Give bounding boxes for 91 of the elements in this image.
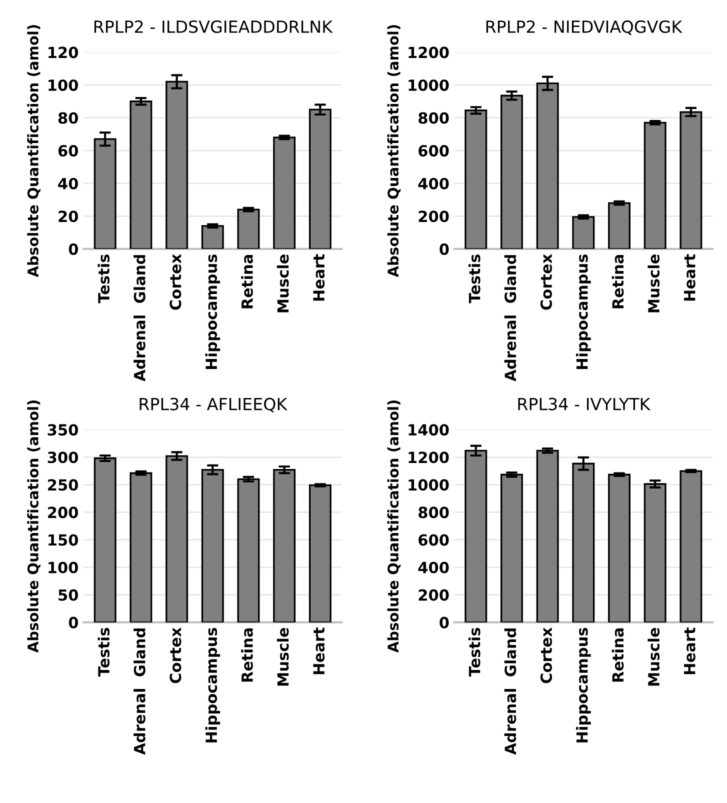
bar	[130, 100, 152, 249]
x-tick-label: Retina	[612, 628, 624, 682]
x-tick-label: Heart	[684, 628, 696, 674]
chart-title: RPLP2 - NIEDVIAQGVGK	[486, 20, 682, 35]
bar	[464, 450, 488, 622]
y-tick-label: 80	[58, 112, 78, 124]
x-tick-label: Adrenal Gland	[504, 628, 516, 755]
y-axis-title: Absolute Quantification (amol)	[387, 400, 401, 653]
x-tick-label: Retina	[612, 254, 624, 308]
x-tick-label: Muscle	[648, 628, 660, 686]
y-tick-label: 800	[418, 506, 449, 518]
x-tick-label: Retina	[241, 254, 253, 308]
y-tick-label: 40	[58, 178, 78, 190]
x-tick-label: Cortex	[170, 627, 182, 684]
x-tick-label: Hippocampus	[576, 254, 591, 369]
x-tick-label: Cortex	[540, 254, 552, 310]
y-tick-label: 0	[440, 616, 449, 628]
bar	[130, 472, 152, 622]
bar	[237, 478, 260, 622]
x-tick-label: Heart	[313, 628, 325, 674]
bar	[536, 450, 559, 622]
bar	[572, 462, 595, 622]
bar	[644, 483, 666, 622]
bar	[273, 136, 296, 249]
y-tick-label: 800	[418, 112, 449, 124]
bar	[608, 202, 630, 249]
bar	[273, 468, 296, 622]
y-tick-label: 300	[48, 452, 78, 464]
y-tick-label: 0	[68, 616, 78, 628]
bar	[680, 470, 702, 622]
y-tick-label: 1000	[408, 479, 449, 491]
chart-title: RPL34 - IVYLYTK	[518, 398, 651, 410]
bar	[608, 474, 630, 622]
x-tick-label: Testis	[468, 254, 480, 304]
y-tick-label: 20	[58, 210, 78, 222]
y-tick-label: 600	[418, 145, 449, 157]
x-tick-label: Cortex	[540, 627, 552, 684]
x-tick-label: Hippocampus	[205, 254, 220, 369]
x-tick-label: Muscle	[276, 628, 289, 686]
y-tick-label: 1200	[408, 452, 449, 464]
x-tick-label: Testis	[468, 628, 480, 677]
x-tick-label: Heart	[684, 254, 696, 301]
bar	[308, 484, 332, 622]
y-tick-label: 350	[48, 424, 78, 436]
y-tick-label: 60	[58, 145, 78, 157]
y-tick-label: 0	[440, 243, 449, 255]
bar	[201, 225, 224, 249]
bar	[680, 111, 702, 249]
x-tick-label: Retina	[241, 628, 253, 682]
bar	[94, 457, 116, 622]
bar	[500, 94, 523, 249]
bar	[308, 108, 332, 249]
y-tick-label: 1000	[408, 79, 449, 92]
y-tick-label: 100	[48, 79, 78, 92]
bar	[237, 208, 260, 249]
bar	[166, 455, 188, 622]
y-tick-label: 200	[418, 210, 449, 222]
bar	[572, 216, 595, 249]
y-tick-label: 1200	[408, 46, 449, 58]
x-tick-label: Hippocampus	[205, 628, 220, 742]
bar	[464, 110, 488, 249]
y-tick-label: 400	[418, 562, 449, 574]
y-tick-label: 0	[68, 243, 78, 255]
x-tick-label: Muscle	[276, 254, 289, 312]
y-tick-label: 1400	[408, 424, 449, 436]
y-axis-title: Absolute Quantification (amol)	[27, 25, 40, 278]
x-tick-label: Muscle	[648, 254, 660, 312]
bar	[644, 122, 666, 249]
y-tick-label: 150	[48, 534, 78, 546]
y-tick-label: 100	[48, 562, 78, 574]
y-tick-label: 200	[418, 589, 449, 601]
chart-title: RPL34 - AFLIEEQK	[140, 398, 288, 412]
y-axis-title: Absolute Quantification (amol)	[387, 25, 401, 278]
y-tick-label: 120	[48, 46, 78, 58]
y-tick-label: 600	[418, 534, 449, 546]
x-tick-label: Cortex	[170, 254, 182, 310]
y-tick-label: 400	[418, 178, 449, 190]
x-tick-label: Testis	[98, 254, 110, 304]
bar	[201, 468, 224, 622]
x-tick-label: Hippocampus	[576, 628, 591, 742]
x-tick-label: Adrenal Gland	[504, 255, 516, 382]
x-tick-label: Adrenal Gland	[134, 628, 146, 755]
x-tick-label: Heart	[313, 254, 325, 301]
chart-title: RPLP2 - ILDSVGIEADDDRLNK	[94, 20, 333, 33]
y-tick-label: 50	[58, 589, 78, 601]
y-axis-title: Absolute Quantification (amol)	[27, 400, 40, 653]
y-tick-label: 200	[48, 506, 78, 518]
x-tick-label: Adrenal Gland	[134, 255, 146, 382]
bar	[500, 474, 523, 622]
y-tick-label: 250	[48, 479, 78, 491]
x-tick-label: Testis	[98, 628, 110, 677]
